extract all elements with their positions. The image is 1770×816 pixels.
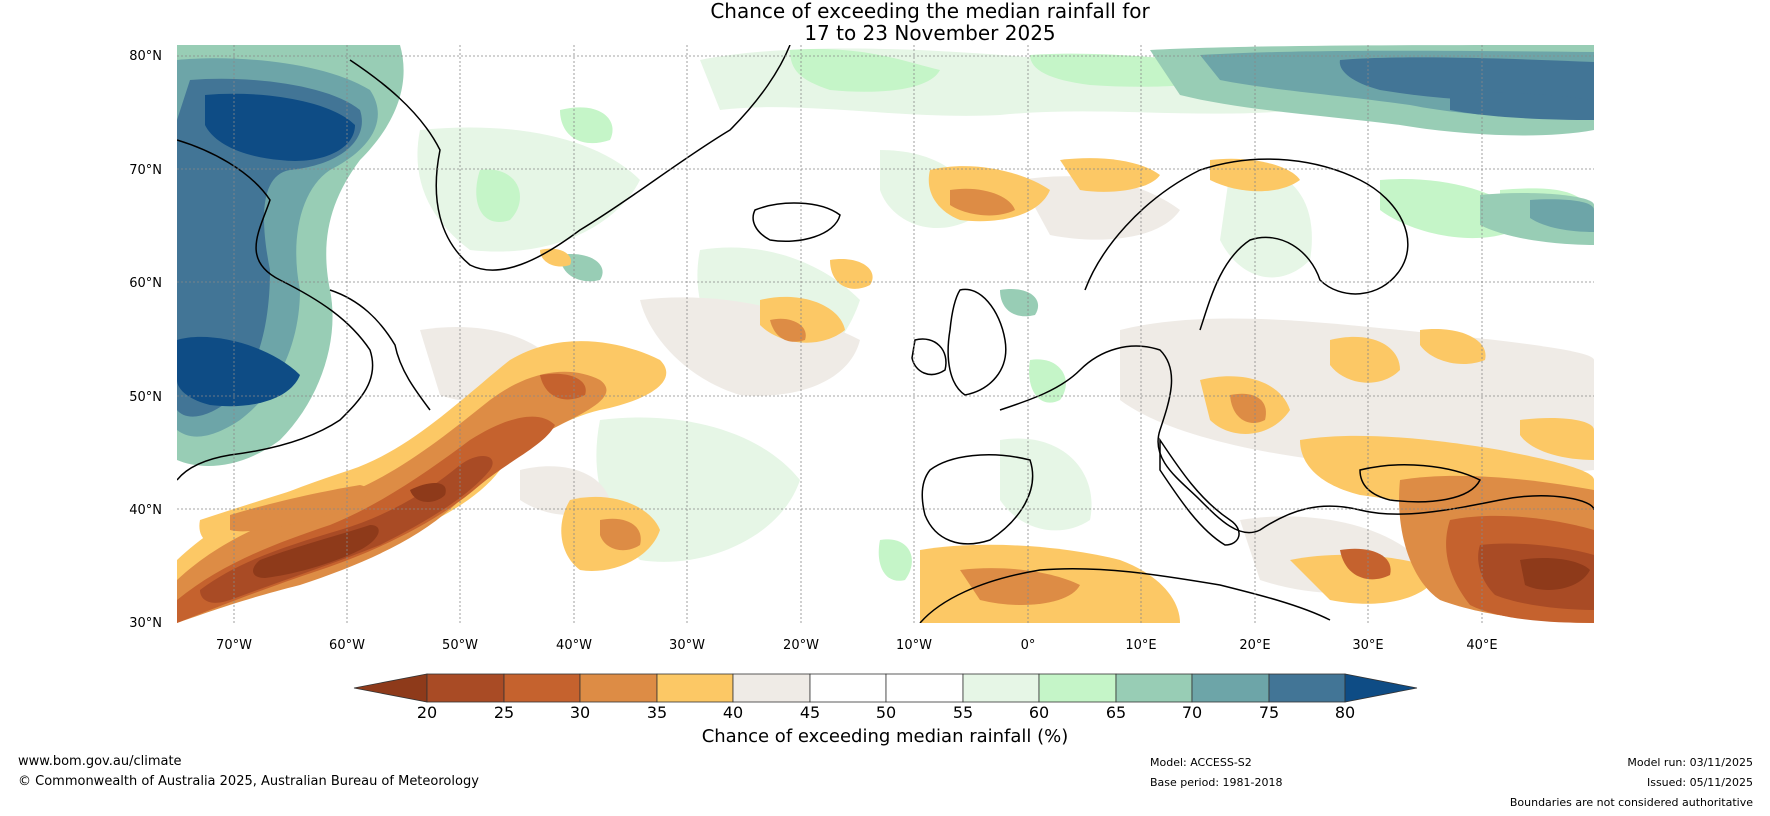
lon-label-20e: 20°E [1239, 638, 1270, 653]
colorbar-tick-65: 65 [1106, 703, 1126, 722]
colorbar-swatch-65-70 [1115, 673, 1193, 703]
lon-label-30w: 30°W [669, 638, 705, 653]
lon-label-20w: 20°W [783, 638, 819, 653]
footer-disclaimer: Boundaries are not considered authoritat… [1509, 796, 1753, 809]
colorbar-tick-70: 70 [1182, 703, 1202, 722]
coastlines [177, 45, 1594, 623]
lat-label-60n: 60°N [129, 276, 162, 291]
colorbar-swatch-60-65 [1038, 673, 1117, 703]
colorbar-swatch-45-50 [809, 673, 887, 703]
footer-website: www.bom.gov.au/climate [18, 754, 182, 769]
map-title-line2: 17 to 23 November 2025 [804, 21, 1056, 45]
colorbar-swatch-35-40 [656, 673, 734, 703]
colorbar-tick-25: 25 [494, 703, 514, 722]
lat-label-50n: 50°N [129, 390, 162, 405]
lon-label-40w: 40°W [556, 638, 592, 653]
colorbar-tick-60: 60 [1029, 703, 1049, 722]
colorbar-tick-20: 20 [417, 703, 437, 722]
lon-label-0: 0° [1021, 638, 1036, 653]
footer-issued: Issued: 05/11/2025 [1646, 776, 1753, 789]
colorbar-swatch-70-75 [1191, 673, 1270, 703]
colorbar-title: Chance of exceeding median rainfall (%) [701, 726, 1069, 747]
colorbar-tick-40: 40 [723, 703, 743, 722]
lon-label-30e: 30°E [1352, 638, 1383, 653]
lon-label-50w: 50°W [442, 638, 478, 653]
map-plot-area [177, 45, 1594, 623]
graticule [177, 45, 1594, 623]
colorbar-tick-50: 50 [876, 703, 896, 722]
colorbar-swatch-20-25 [426, 673, 505, 703]
footer-model-run: Model run: 03/11/2025 [1627, 756, 1753, 769]
footer-copyright: © Commonwealth of Australia 2025, Austra… [18, 774, 479, 789]
lon-label-40e: 40°E [1466, 638, 1497, 653]
colorbar-tick-80: 80 [1335, 703, 1355, 722]
footer-base-period: Base period: 1981-2018 [1150, 776, 1283, 789]
colorbar-swatch-25-30 [503, 673, 581, 703]
footer-model: Model: ACCESS-S2 [1150, 756, 1252, 769]
colorbar-tick-35: 35 [647, 703, 667, 722]
colorbar-arrow-low [353, 673, 428, 703]
map-field-wet-high [177, 45, 1594, 466]
colorbar-tick-55: 55 [953, 703, 973, 722]
lon-label-70w: 70°W [216, 638, 252, 653]
colorbar-swatch-50-55 [885, 673, 964, 703]
colorbar-swatch-75-80 [1268, 673, 1346, 703]
colorbar-tick-75: 75 [1259, 703, 1279, 722]
lat-label-40n: 40°N [129, 503, 162, 518]
colorbar-arrow-high [1344, 673, 1418, 703]
colorbar-swatch-55-60 [962, 673, 1040, 703]
lon-label-60w: 60°W [329, 638, 365, 653]
map-title-line1: Chance of exceeding the median rainfall … [710, 0, 1150, 23]
colorbar-tick-30: 30 [570, 703, 590, 722]
colorbar: 20 25 30 35 40 45 50 55 60 65 70 75 80 [353, 673, 1418, 722]
lon-label-10e: 10°E [1125, 638, 1156, 653]
lon-label-10w: 10°W [896, 638, 932, 653]
lat-label-80n: 80°N [129, 49, 162, 64]
colorbar-swatch-40-45 [732, 673, 811, 703]
lat-label-30n: 30°N [129, 616, 162, 631]
longitude-labels: 70°W 60°W 50°W 40°W 30°W 20°W 10°W 0° 10… [216, 638, 1498, 653]
latitude-labels: 80°N 70°N 60°N 50°N 40°N 30°N [129, 49, 162, 631]
lat-label-70n: 70°N [129, 163, 162, 178]
colorbar-swatch-30-35 [579, 673, 658, 703]
colorbar-tick-45: 45 [800, 703, 820, 722]
